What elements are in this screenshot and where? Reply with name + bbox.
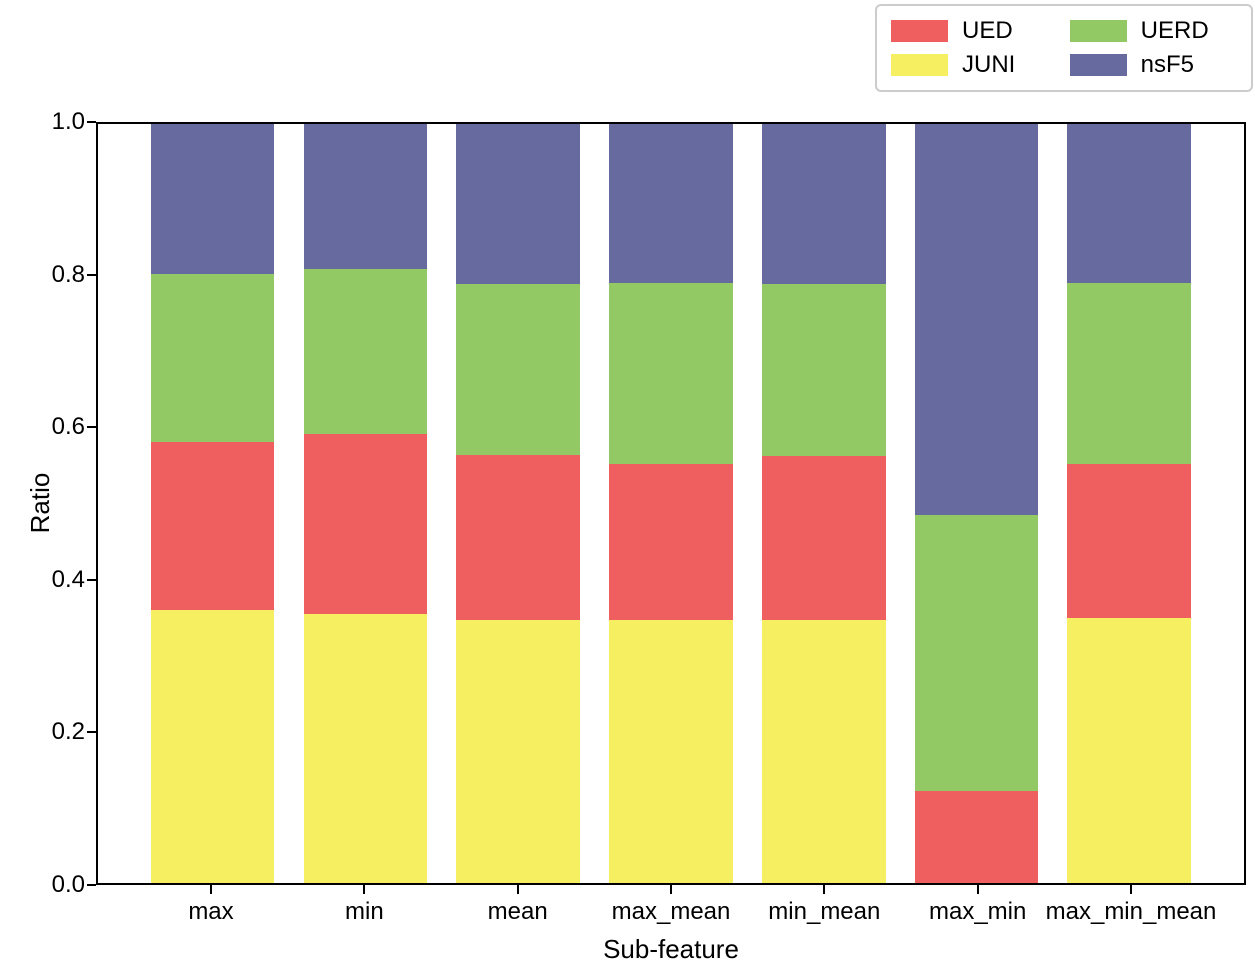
segment-ued-max_min (914, 791, 1039, 883)
segment-nsf5-min (303, 124, 428, 269)
bar-max_mean (609, 124, 733, 883)
segment-uerd-max_mean (609, 283, 733, 465)
legend-label-JUNI: JUNI (962, 51, 1016, 78)
y-tick-mark (87, 121, 96, 123)
bar-max_min (914, 124, 1039, 883)
segment-juni-max_mean (609, 619, 733, 883)
bar-slot-min (289, 124, 442, 883)
segment-nsf5-max_min (914, 124, 1039, 515)
x-tick-mark (516, 885, 519, 894)
x-tick-mark (976, 885, 979, 894)
segment-uerd-mean (456, 284, 581, 455)
segment-uerd-max_min (914, 514, 1039, 792)
segment-nsf5-max_min_mean (1067, 124, 1192, 284)
segment-uerd-max_min_mean (1067, 283, 1192, 465)
segment-ued-min (303, 433, 428, 615)
x-tick-label-max: max (188, 898, 234, 925)
segment-ued-max_mean (609, 464, 733, 620)
legend-label-UERD: UERD (1140, 17, 1209, 44)
segment-nsf5-mean (456, 124, 581, 285)
x-tick-label-mean: mean (487, 898, 548, 925)
legend-swatch-nsF5 (1069, 54, 1127, 76)
bar-min_mean (761, 124, 886, 883)
x-tick-label-max_min_mean: max_min_mean (1045, 898, 1217, 925)
y-tick-mark (87, 578, 96, 581)
y-tick-mark (87, 426, 96, 429)
bar-slot-max_min (900, 124, 1053, 883)
x-tick-mark (363, 885, 366, 894)
y-tick-label-1.0: 1.0 (51, 108, 85, 135)
segment-ued-min_mean (761, 456, 886, 620)
legend-entry-UERD: UERD (1069, 17, 1237, 45)
bar-min (303, 124, 428, 883)
x-tick-label-max_mean: max_mean (611, 898, 731, 925)
y-tick-mark (87, 731, 96, 734)
x-tick-mark (1130, 885, 1132, 894)
segment-nsf5-min_mean (761, 124, 886, 285)
legend: UED JUNI UERD nsF5 (875, 4, 1253, 92)
segment-nsf5-max_mean (609, 124, 733, 284)
x-tick-label-min: min (344, 898, 384, 925)
segment-juni-mean (456, 619, 581, 883)
y-tick-label-0.0: 0.0 (51, 871, 85, 898)
segment-uerd-max (150, 274, 275, 443)
legend-swatch-UERD (1069, 20, 1127, 42)
y-axis-title: Ratio (24, 472, 55, 534)
x-axis-title: Sub-feature (603, 934, 739, 964)
plot-area (96, 122, 1246, 885)
y-tick-label-0.6: 0.6 (51, 413, 85, 441)
bar-max_min_mean (1067, 124, 1192, 883)
x-tick-mark (823, 885, 826, 894)
segment-juni-max_min_mean (1067, 618, 1192, 883)
bar-slot-max (136, 124, 289, 883)
bar-mean (456, 124, 581, 883)
legend-label-nsF5: nsF5 (1140, 51, 1195, 78)
x-tick-label-max_min: max_min (928, 898, 1027, 925)
legend-swatch-JUNI (891, 54, 948, 76)
legend-label-UED: UED (962, 17, 1013, 44)
stacked-bars (98, 124, 1244, 883)
x-tick-mark (670, 885, 672, 894)
x-tick-label-min_mean: min_mean (768, 898, 881, 925)
y-tick-label-0.2: 0.2 (51, 718, 85, 746)
segment-uerd-min_mean (761, 284, 886, 457)
segment-juni-max (150, 609, 275, 883)
legend-entry-JUNI: JUNI (891, 51, 1044, 79)
x-tick-mark (209, 885, 212, 894)
y-tick-label-0.4: 0.4 (51, 565, 85, 593)
y-tick-mark (87, 273, 96, 276)
bar-slot-min_mean (747, 124, 900, 883)
segment-nsf5-max (150, 124, 275, 275)
segment-ued-mean (456, 454, 581, 620)
legend-swatch-UED (891, 20, 948, 42)
legend-entry-UED: UED (891, 17, 1044, 45)
y-tick-label-0.8: 0.8 (51, 260, 85, 288)
segment-juni-min_mean (761, 619, 886, 883)
bar-max (150, 124, 275, 883)
bar-slot-max_min_mean (1053, 124, 1206, 883)
legend-entry-nsF5: nsF5 (1069, 51, 1237, 79)
segment-ued-max (150, 442, 275, 610)
segment-ued-max_min_mean (1067, 464, 1192, 619)
bar-slot-mean (442, 124, 595, 883)
y-tick-mark (87, 884, 96, 886)
segment-uerd-min (303, 269, 428, 434)
bar-slot-max_mean (595, 124, 748, 883)
segment-juni-min (303, 614, 428, 883)
